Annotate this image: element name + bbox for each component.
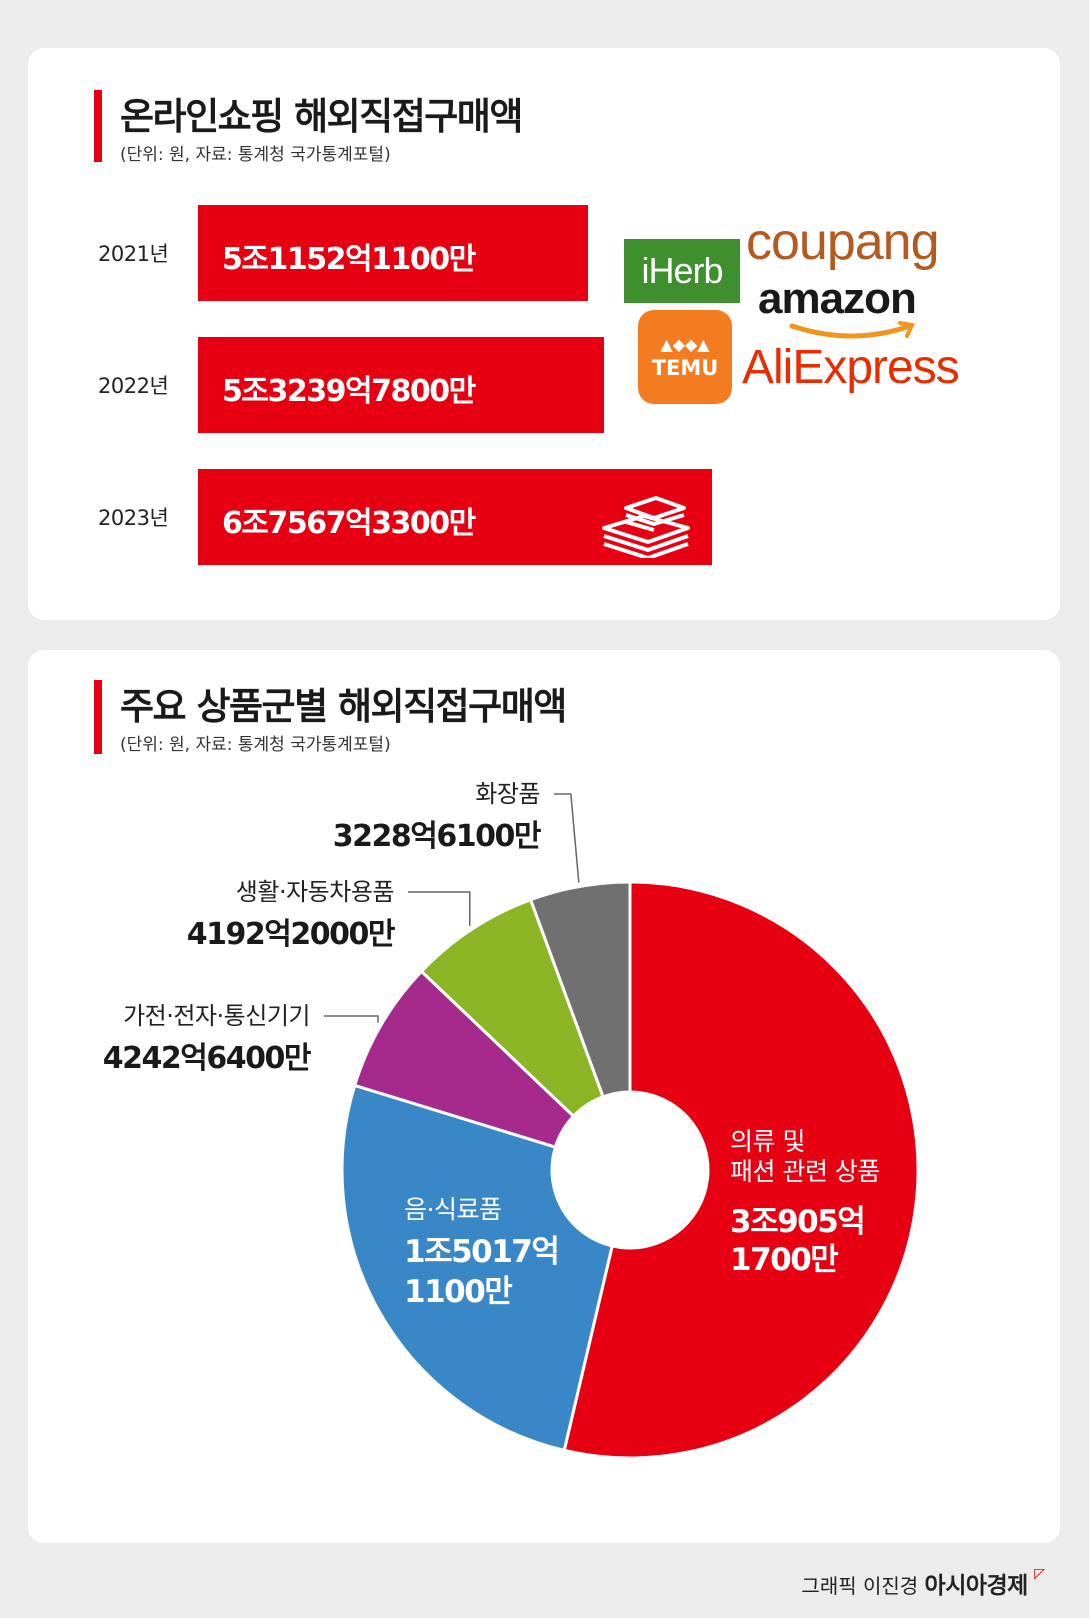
iherb-logo: iHerb — [624, 239, 740, 303]
title-accent-bar — [94, 90, 102, 162]
bar-value-2022: 5조3239억7800만 — [222, 374, 476, 409]
year-label-2022: 2022년 — [98, 374, 169, 398]
slice-category-label-0b: 패션 관련 상품 — [730, 1157, 880, 1186]
title-accent-bar — [94, 680, 102, 754]
pie-slice-2 — [352, 969, 576, 1149]
pie-slice-0 — [562, 880, 920, 1460]
category-purchase-card: 주요 상품군별 해외직접구매액 (단위: 원, 자료: 통계청 국가통계포털) … — [28, 650, 1060, 1543]
slice-value-label-0b: 1700만 — [730, 1242, 838, 1278]
outside-value-label-2: 4242억6400만 — [103, 1041, 312, 1076]
credit-author: 그래픽 이진경 — [801, 1574, 919, 1598]
slice-value-label-1b: 1100만 — [404, 1274, 512, 1310]
outside-category-label-4: 화장품 — [475, 780, 540, 808]
annual-purchase-card: 온라인쇼핑 해외직접구매액 (단위: 원, 자료: 통계청 국가통계포털) 20… — [28, 48, 1060, 620]
outside-category-label-2: 가전·전자·통신기기 — [123, 1002, 310, 1030]
section1-title: 온라인쇼핑 해외직접구매액 — [120, 95, 523, 138]
temu-mascot-icon: ▲◆◆▲ — [660, 335, 710, 354]
slice-value-label-0: 3조905억 — [730, 1204, 864, 1240]
amazon-smile-icon — [789, 321, 915, 339]
outside-category-label-3: 생활·자동차용품 — [236, 878, 394, 906]
credit-brand: 아시아경제 — [924, 1573, 1029, 1599]
leader-line-3 — [408, 891, 471, 926]
bar-2021 — [198, 205, 588, 301]
year-label-2021: 2021년 — [98, 242, 169, 266]
iherb-logo-text: iHerb — [641, 250, 723, 291]
amazon-logo: amazon — [758, 274, 917, 323]
outside-value-label-4: 3228억6100만 — [333, 819, 542, 854]
bar-value-2021: 5조1152억1100만 — [222, 242, 476, 277]
pie-slice-3 — [419, 897, 606, 1119]
year-label-2023: 2023년 — [98, 506, 169, 530]
section2-subtitle: (단위: 원, 자료: 통계청 국가통계포털) — [120, 735, 391, 755]
coupang-logo: coupang — [746, 213, 940, 271]
brand-mark-icon: ◸ — [1034, 1566, 1045, 1582]
pie-slice-1 — [340, 1083, 614, 1453]
section1-subtitle: (단위: 원, 자료: 통계청 국가통계포털) — [120, 145, 391, 165]
aliexpress-logo: AliExpress — [742, 341, 960, 394]
credit: 그래픽 이진경 아시아경제 ◸ — [801, 1566, 1045, 1600]
slice-category-label-1: 음·식료품 — [404, 1195, 501, 1224]
pie-slice-4 — [528, 880, 632, 1099]
outside-value-label-3: 4192억2000만 — [187, 917, 396, 952]
leader-line-2 — [324, 1015, 379, 1023]
temu-logo-text: TEMU — [651, 356, 719, 380]
temu-logo: ▲◆◆▲ TEMU — [638, 310, 732, 404]
leader-line-4 — [554, 793, 580, 883]
section2-title: 주요 상품군별 해외직접구매액 — [120, 685, 567, 728]
bar-2022 — [198, 337, 604, 433]
bar-value-2023: 6조7567억3300만 — [222, 506, 476, 541]
slice-value-label-1: 1조5017억 — [404, 1234, 558, 1270]
money-stack-icon — [602, 496, 690, 558]
slice-category-label-0: 의류 및 — [730, 1127, 805, 1156]
